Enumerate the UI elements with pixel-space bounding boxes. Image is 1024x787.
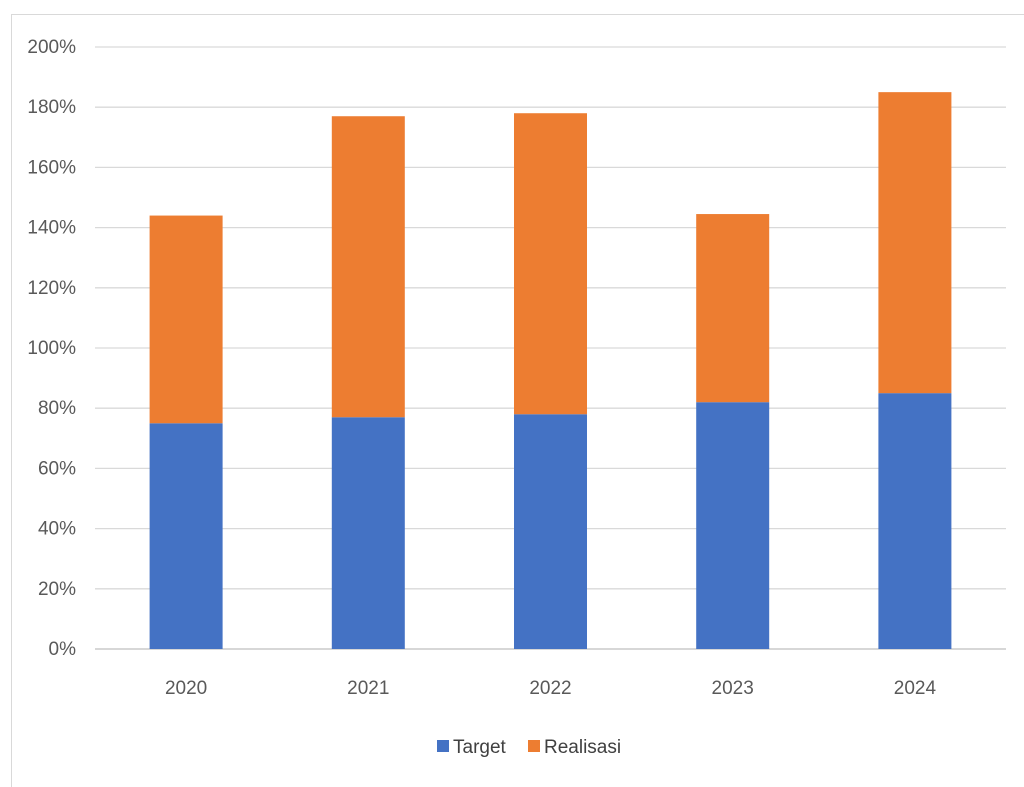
bar-target-2024 [878,393,952,649]
y-tick-label: 100% [27,338,76,359]
x-tick-label: 2022 [529,678,571,699]
x-tick-label: 2023 [712,678,754,699]
y-tick-label: 60% [38,458,76,479]
bar-realisasi-2024 [878,92,952,394]
x-tick-label: 2024 [894,678,937,699]
bar-realisasi-2022 [514,113,587,415]
y-tick-label: 80% [38,398,76,419]
bar-realisasi-2023 [696,214,770,403]
bars [149,92,952,649]
y-tick-label: 140% [27,218,76,239]
y-tick-label: 40% [38,519,76,540]
x-tick-label: 2020 [165,678,207,699]
y-axis-ticks: 0% 20% 40% 60% 80% 100% 120% 140% 160% 180% 200% [27,37,76,660]
bar-target-2021 [331,417,405,649]
y-tick-label: 180% [27,97,76,118]
y-tick-label: 0% [49,639,77,660]
y-tick-label: 120% [27,278,76,299]
bar-target-2020 [149,423,223,649]
bar-target-2023 [696,402,770,649]
y-tick-label: 200% [27,37,76,58]
legend-label-target: Target [453,737,507,758]
legend-swatch-target [437,740,449,752]
y-tick-label: 160% [27,157,76,178]
legend: Target Realisasi [437,737,621,758]
bar-realisasi-2021 [331,116,405,418]
x-tick-label: 2021 [347,678,389,699]
legend-label-realisasi: Realisasi [544,737,621,758]
legend-swatch-realisasi [528,740,540,752]
bar-target-2022 [514,414,587,649]
bar-realisasi-2020 [149,215,223,424]
x-axis-ticks: 2020 2021 2022 2023 2024 [165,678,937,699]
y-tick-label: 20% [38,579,76,600]
